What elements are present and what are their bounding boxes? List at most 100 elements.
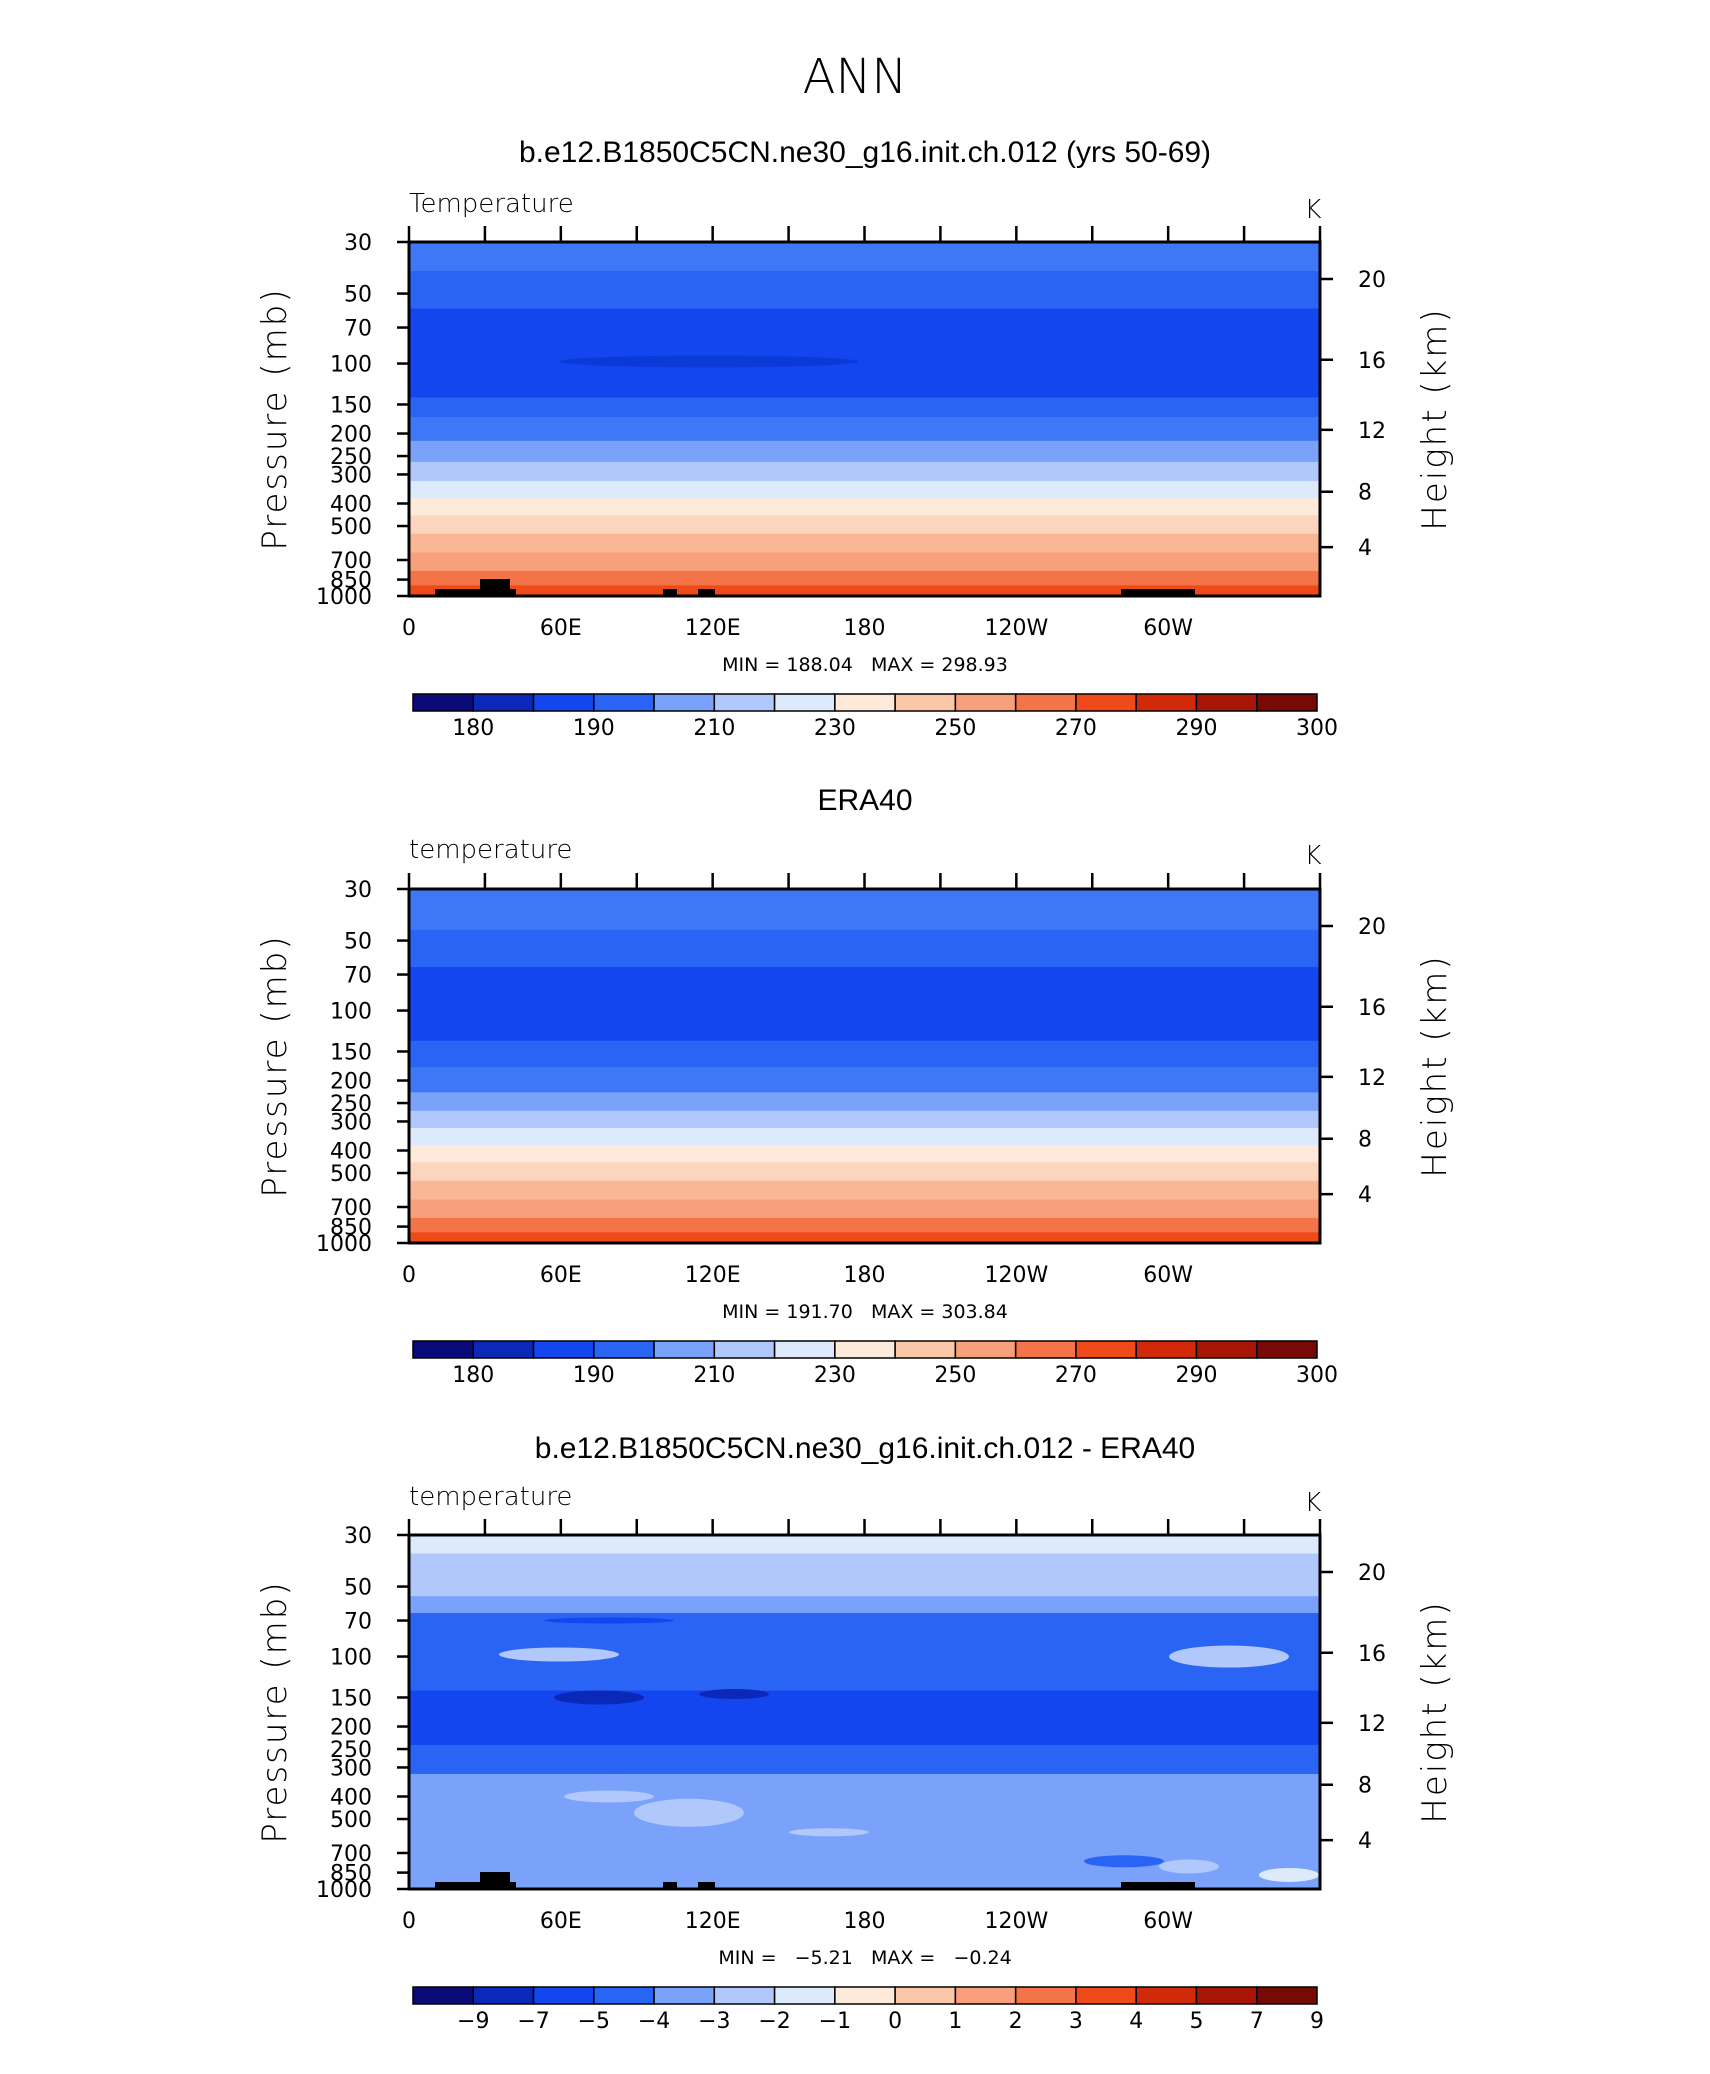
y-tick-label: 30 (344, 231, 372, 256)
colorbar-swatch (954, 1986, 1017, 2005)
x-tick-label: 60E (540, 1909, 582, 1934)
colorbar-swatch (954, 1340, 1017, 1359)
colorbar-swatch (472, 1340, 535, 1359)
y2-axis-title: Height (km) (1415, 1600, 1455, 1823)
topography (510, 1882, 516, 1889)
y2-tick-label: 20 (1358, 915, 1386, 940)
contour-cell (1259, 1867, 1319, 1882)
y-axis-title: Pressure (mb) (255, 287, 295, 550)
y-tick-label: 850 (330, 569, 372, 594)
y-tick-label: 100 (330, 1000, 372, 1025)
colorbar-label: 290 (1175, 1363, 1217, 1388)
colorbar-swatch (532, 1340, 595, 1359)
colorbar-swatch (1255, 1340, 1318, 1359)
colorbar-swatch (472, 693, 535, 712)
units-label: K (1304, 841, 1321, 871)
topography (435, 1882, 481, 1889)
y2-tick-label: 16 (1358, 349, 1386, 374)
contour-band (409, 1535, 1320, 1555)
contour-band (409, 889, 1320, 931)
colorbar-label: 300 (1296, 1363, 1338, 1388)
plot-area (409, 889, 1320, 1243)
y2-tick-label: 20 (1358, 268, 1386, 293)
plot-area (409, 1535, 1320, 1889)
colorbar-label: 180 (452, 1363, 494, 1388)
x-ticks: 0 60E 120E 180 120W 60W (402, 226, 1322, 641)
y-tick-label: 70 (344, 1610, 372, 1635)
contour-bands (409, 242, 1320, 596)
colorbar: 180 190 210 230 250 270 290 300 (412, 693, 1338, 741)
colorbar-label: −9 (457, 2009, 489, 2034)
y2-axis-title: Height (km) (1415, 954, 1455, 1177)
y-tick-label: 400 (330, 1139, 372, 1164)
panel-1: b.e12.B1850C5CN.ne30_g16.init.ch.012 (yr… (255, 136, 1455, 741)
y-tick-label: 1000 (316, 585, 372, 610)
y-tick-label: 70 (344, 964, 372, 989)
colorbar-label: 9 (1310, 2009, 1324, 2034)
y-tick-label: 700 (330, 549, 372, 574)
colorbar: −9 −7 −5 −4 −3 −2 −1 0 1 2 3 4 5 7 9 (412, 1986, 1324, 2034)
contour-band (409, 480, 1320, 499)
colorbar-label: 270 (1055, 1363, 1097, 1388)
x-tick-label: 180 (844, 1909, 886, 1934)
colorbar-label: 190 (573, 716, 615, 741)
y-tick-label: 300 (330, 1110, 372, 1135)
colorbar-swatch (834, 1340, 896, 1359)
y2-tick-label: 8 (1358, 481, 1372, 506)
y-tick-label: 250 (330, 445, 372, 470)
colorbar-swatch (1014, 1986, 1077, 2005)
colorbar-label: 210 (693, 1363, 735, 1388)
y2-axis-title: Height (km) (1415, 307, 1455, 530)
y-tick-label: 50 (344, 283, 372, 308)
colorbar-swatch (1075, 1986, 1137, 2005)
topography (698, 589, 715, 596)
colorbar-swatch (1135, 693, 1198, 712)
y-tick-label: 500 (330, 1808, 372, 1833)
topography (1121, 589, 1195, 596)
y-tick-label: 150 (330, 1686, 372, 1711)
colorbar-swatch (1135, 1340, 1198, 1359)
colorbar-label: 250 (934, 1363, 976, 1388)
x-tick-label: 0 (402, 1909, 416, 1934)
y-tick-label: 50 (344, 1576, 372, 1601)
colorbar-label: 1 (948, 2009, 962, 2034)
colorbar-label: 5 (1189, 2009, 1203, 2034)
y2-tick-label: 8 (1358, 1128, 1372, 1153)
colorbar-swatch (532, 693, 595, 712)
contour-band (409, 397, 1320, 418)
colorbar-label: −3 (698, 2009, 730, 2034)
plot-area (409, 242, 1320, 596)
colorbar-swatch (653, 1340, 716, 1359)
y2-tick-label: 12 (1358, 1712, 1386, 1737)
variable-label: temperature (409, 1482, 572, 1512)
colorbar-swatch (1135, 1986, 1198, 2005)
contour-band (409, 570, 1320, 586)
colorbar-swatch (653, 1986, 716, 2005)
colorbar-swatch (894, 1986, 957, 2005)
x-tick-label: 120W (984, 1263, 1048, 1288)
contour-band (409, 271, 1320, 310)
y-tick-label: 700 (330, 1196, 372, 1221)
topography (480, 1872, 510, 1889)
y2-ticks: 4 8 12 16 20 (1320, 1561, 1386, 1854)
contour-band (409, 1553, 1320, 1597)
contour-band (409, 552, 1320, 572)
contour-cell (544, 1617, 674, 1624)
colorbar-swatch (1195, 1986, 1258, 2005)
colorbar-swatch (954, 693, 1017, 712)
y-tick-label: 30 (344, 1524, 372, 1549)
colorbar-swatch (773, 1986, 836, 2005)
x-tick-label: 60E (540, 1263, 582, 1288)
x-tick-label: 60W (1143, 616, 1193, 641)
contour-band (409, 1232, 1320, 1243)
y-tick-label: 300 (330, 463, 372, 488)
contour-band (409, 498, 1320, 516)
y2-tick-label: 4 (1358, 1829, 1372, 1854)
y-tick-label: 1000 (316, 1232, 372, 1257)
y-tick-label: 30 (344, 878, 372, 903)
x-tick-label: 0 (402, 616, 416, 641)
y-tick-label: 200 (330, 1716, 372, 1741)
y2-ticks: 4 8 12 16 20 (1320, 268, 1386, 561)
contour-bands (409, 1535, 1320, 1889)
